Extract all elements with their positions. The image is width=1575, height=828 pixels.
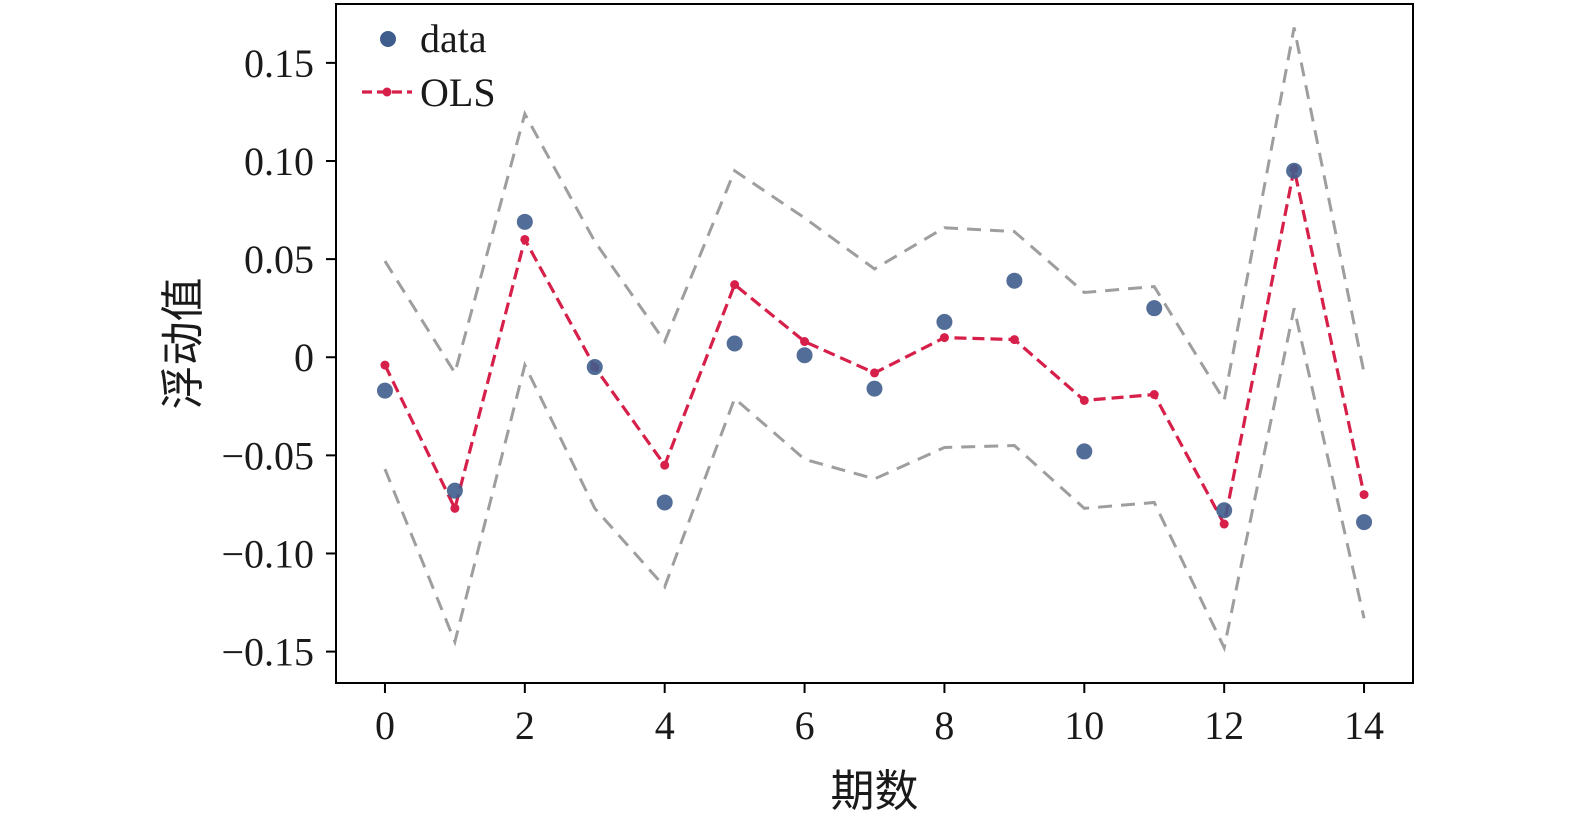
x-tick-label-10: 10	[1064, 703, 1104, 748]
ols-marker-11	[1149, 390, 1159, 400]
y-tick-label-3: 0	[294, 335, 314, 380]
data-point-10	[1076, 443, 1093, 460]
ols-marker-12	[1219, 519, 1229, 529]
ols-marker-9	[1009, 335, 1019, 345]
x-tick-label-14: 14	[1344, 703, 1384, 748]
y-tick-label-6: 0.15	[244, 41, 314, 86]
data-points-layer	[376, 162, 1373, 531]
legend-data-label: data	[420, 16, 487, 61]
x-tick-label-2: 2	[515, 703, 535, 748]
y-tick-label-2: −0.05	[221, 433, 314, 478]
y-tick-label-4: 0.05	[244, 237, 314, 282]
legend-ols-label: OLS	[420, 70, 496, 115]
data-point-13	[1286, 162, 1303, 179]
x-tick-label-6: 6	[795, 703, 815, 748]
ols-marker-6	[800, 337, 810, 347]
data-point-0	[376, 382, 393, 399]
data-point-2	[516, 213, 533, 230]
prediction-band-layer	[383, 27, 1366, 653]
data-point-3	[586, 359, 603, 376]
data-point-5	[726, 335, 743, 352]
x-tick-label-8: 8	[934, 703, 954, 748]
data-point-11	[1146, 300, 1163, 317]
data-point-8	[936, 313, 953, 330]
ols-marker-8	[939, 333, 949, 343]
ols-marker-10	[1079, 395, 1089, 405]
legend-ols-marker	[382, 87, 392, 97]
ols-marker-5	[730, 280, 740, 290]
y-tick-label-0: −0.15	[221, 630, 314, 675]
ols-marker-0	[380, 360, 390, 370]
y-axis-ticks: −0.15 −0.10 −0.05 0 0.05 0.10 0.15	[221, 41, 336, 675]
data-point-12	[1216, 502, 1233, 519]
y-tick-label-5: 0.10	[244, 139, 314, 184]
ols-marker-4	[660, 460, 670, 470]
x-axis-ticks: 0 2 4 6 8 10 12 14	[375, 683, 1384, 748]
plot-area-frame	[335, 3, 1414, 684]
data-point-7	[866, 380, 883, 397]
band-upper-line	[383, 27, 1366, 405]
data-point-14	[1356, 514, 1373, 531]
legend: data OLS	[362, 16, 496, 115]
data-point-9	[1006, 272, 1023, 289]
data-point-1	[446, 482, 463, 499]
x-tick-label-0: 0	[375, 703, 395, 748]
ols-marker-7	[870, 368, 879, 378]
ols-marker-1	[450, 503, 460, 513]
y-axis-title: 浮动值	[159, 278, 208, 410]
legend-data-marker	[380, 31, 396, 47]
x-tick-label-12: 12	[1204, 703, 1244, 748]
x-tick-label-4: 4	[655, 703, 675, 748]
ols-marker-2	[520, 234, 530, 244]
data-point-6	[796, 347, 813, 364]
data-point-4	[656, 494, 673, 511]
y-tick-label-1: −0.10	[221, 531, 314, 576]
band-lower-line	[383, 307, 1366, 653]
x-axis-title: 期数	[831, 767, 919, 816]
ols-marker-14	[1359, 490, 1369, 500]
